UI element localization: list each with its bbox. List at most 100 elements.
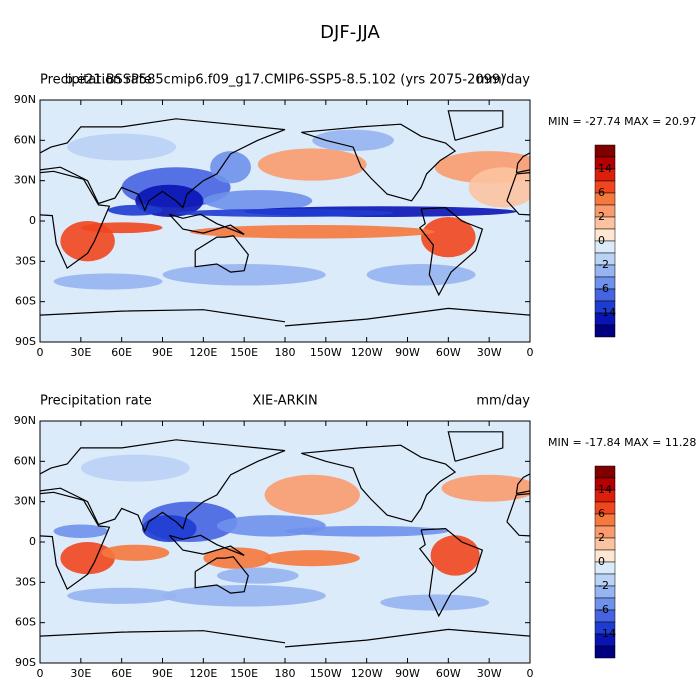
field-anomaly bbox=[653, 264, 700, 286]
field-anomaly bbox=[101, 544, 170, 561]
colorbar-label: -2 bbox=[598, 579, 609, 592]
lon-tick-label: 90W bbox=[395, 346, 420, 359]
lat-tick-label: 60N bbox=[14, 454, 36, 467]
coastline bbox=[418, 527, 484, 618]
lat-tick-label: 30S bbox=[15, 575, 36, 588]
field-anomaly bbox=[312, 129, 394, 152]
field-anomaly bbox=[693, 190, 700, 212]
coastline bbox=[284, 307, 530, 327]
field-anomaly bbox=[80, 222, 163, 234]
field-anomaly bbox=[216, 567, 299, 584]
panel-right-title: mm/day bbox=[476, 73, 530, 88]
colorbar-label: 2 bbox=[598, 531, 605, 544]
field-anomaly bbox=[430, 535, 480, 576]
lon-tick-label: 60E bbox=[111, 667, 132, 680]
lat-tick-label: 60S bbox=[15, 616, 36, 629]
field-anomaly bbox=[264, 550, 360, 567]
coastline bbox=[168, 534, 245, 556]
lon-tick-label: 150W bbox=[310, 346, 342, 359]
field-anomaly bbox=[176, 208, 394, 217]
field-anomaly bbox=[142, 515, 197, 542]
lon-tick-label: 120E bbox=[189, 346, 217, 359]
lon-tick-label: 90W bbox=[395, 667, 420, 680]
field-anomaly bbox=[380, 594, 490, 611]
field-anomaly bbox=[421, 216, 476, 258]
coastline bbox=[194, 235, 249, 273]
lon-tick-label: 0 bbox=[527, 667, 534, 680]
coastline bbox=[0, 432, 13, 462]
field-anomaly bbox=[80, 454, 190, 482]
colorbar-box bbox=[594, 645, 616, 659]
lon-tick-label: 150E bbox=[230, 667, 258, 680]
field-anomaly bbox=[693, 547, 700, 569]
colorbar-label: 2 bbox=[598, 210, 605, 223]
field-anomaly bbox=[203, 190, 313, 212]
lon-tick-label: 60E bbox=[111, 346, 132, 359]
colorbar-label: 14 bbox=[598, 162, 612, 175]
lon-tick-label: 0 bbox=[527, 346, 534, 359]
field-anomaly bbox=[544, 525, 598, 538]
lat-tick-label: 30N bbox=[14, 495, 36, 508]
colorbar-label: 0 bbox=[598, 234, 605, 247]
field-anomaly bbox=[441, 474, 530, 502]
lat-tick-label: 90N bbox=[14, 93, 36, 106]
field-anomaly bbox=[680, 225, 700, 238]
field-anomaly bbox=[53, 524, 109, 538]
coastline bbox=[301, 444, 457, 523]
field-anomaly bbox=[210, 151, 251, 184]
colorbar-label: -6 bbox=[598, 603, 609, 616]
field-anomaly bbox=[60, 542, 115, 575]
coastline bbox=[40, 439, 286, 533]
colorbar-box bbox=[594, 324, 616, 338]
coastline bbox=[685, 236, 700, 272]
field-anomaly bbox=[53, 273, 163, 290]
field-anomaly bbox=[257, 148, 367, 181]
lon-tick-label: 30W bbox=[477, 667, 502, 680]
coastline bbox=[40, 630, 286, 644]
field-anomaly bbox=[108, 204, 163, 216]
coastline bbox=[447, 110, 504, 141]
lat-tick-label: 90S bbox=[15, 656, 36, 669]
lon-tick-label: 90E bbox=[152, 667, 173, 680]
coastline bbox=[40, 309, 286, 323]
lon-tick-label: 180 bbox=[275, 346, 296, 359]
field-anomaly bbox=[67, 133, 177, 161]
coastline bbox=[659, 214, 700, 234]
lon-tick-label: 120W bbox=[351, 667, 383, 680]
field-anomaly bbox=[625, 185, 693, 217]
field-anomaly bbox=[612, 167, 700, 207]
colorbar-label: -6 bbox=[598, 282, 609, 295]
panel-center-title: b.e21.BSSP585cmip6.f09_g17.CMIP6-SSP5-8.… bbox=[65, 73, 505, 88]
lat-tick-label: 0 bbox=[29, 535, 36, 548]
panel-right-title: mm/day bbox=[476, 394, 530, 409]
panel-left-title: Precipitation rate bbox=[40, 394, 152, 409]
lon-tick-label: 90E bbox=[152, 346, 173, 359]
field-anomaly bbox=[203, 547, 272, 569]
colorbar-label: -14 bbox=[598, 627, 616, 640]
panel-left-title: Precipitation rate bbox=[40, 73, 152, 88]
lon-tick-label: 180 bbox=[275, 667, 296, 680]
figure-title: DJF-JJA bbox=[320, 22, 380, 43]
field-anomaly bbox=[67, 587, 177, 604]
colorbar-label: 6 bbox=[598, 186, 605, 199]
lat-tick-label: 0 bbox=[29, 214, 36, 227]
map-field bbox=[40, 100, 700, 342]
min-max-label: MIN = -27.74 MAX = 20.97 bbox=[548, 115, 696, 128]
lon-tick-label: 60W bbox=[436, 667, 461, 680]
colorbar-label: -14 bbox=[598, 306, 616, 319]
map-field bbox=[0, 421, 700, 663]
field-anomaly bbox=[632, 515, 686, 542]
lat-tick-label: 60N bbox=[14, 133, 36, 146]
coastline bbox=[659, 535, 700, 555]
field-anomaly bbox=[366, 264, 476, 286]
lat-tick-label: 90S bbox=[15, 335, 36, 348]
field-anomaly bbox=[653, 585, 700, 607]
coastline bbox=[284, 628, 530, 648]
colorbar-label: -2 bbox=[598, 258, 609, 271]
field-anomaly bbox=[162, 264, 326, 286]
lon-tick-label: 0 bbox=[37, 667, 44, 680]
lon-tick-label: 30E bbox=[70, 346, 91, 359]
panel-center-title: XIE-ARKIN bbox=[252, 394, 317, 409]
colorbar-label: 0 bbox=[598, 555, 605, 568]
